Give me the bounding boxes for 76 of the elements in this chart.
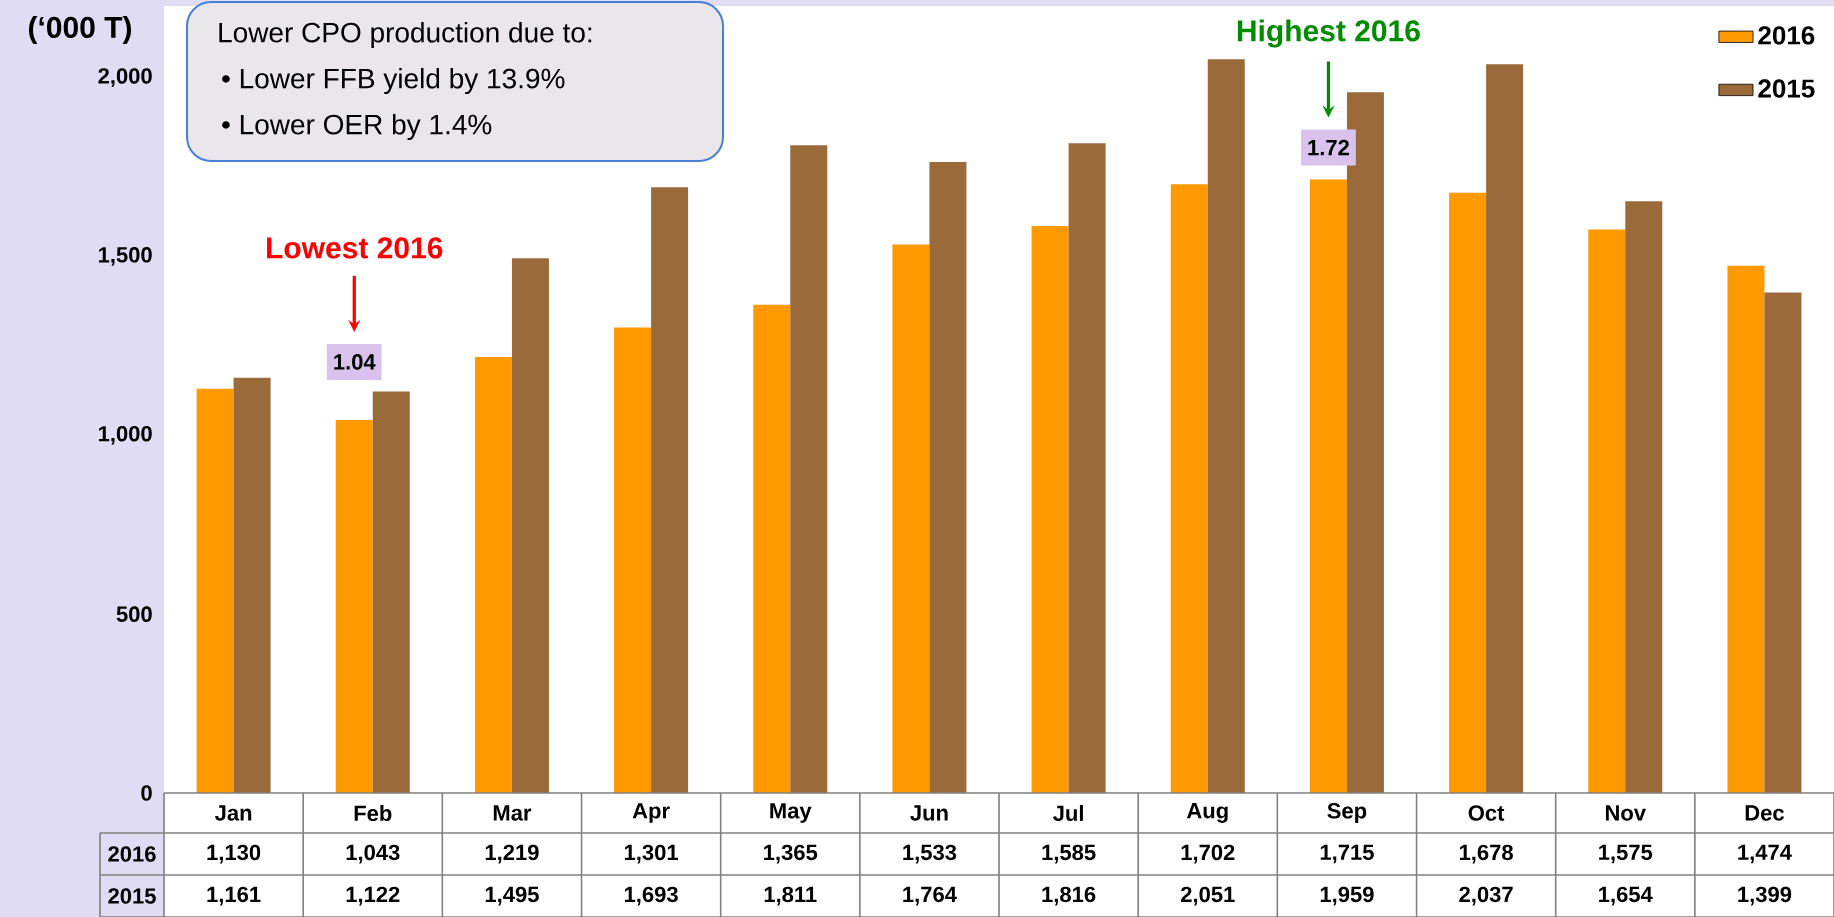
data-label: 1,693 — [624, 886, 678, 906]
data-label: 1,301 — [624, 844, 678, 864]
data-label: 1,122 — [346, 886, 400, 906]
bar — [474, 356, 512, 793]
data-label: 1,654 — [1599, 886, 1653, 906]
bar — [1068, 143, 1106, 793]
data-label: 1,043 — [346, 844, 400, 864]
bar — [1449, 192, 1487, 793]
bar — [1588, 229, 1626, 793]
x-tick-label: Jan — [214, 805, 252, 821]
bar — [196, 388, 234, 793]
bar — [1031, 226, 1069, 793]
data-label: 1,764 — [903, 886, 957, 906]
bar — [790, 145, 828, 793]
x-tick-label: Nov — [1605, 805, 1646, 821]
bar — [1727, 265, 1765, 793]
bar — [233, 377, 271, 793]
legend-label: 2015 — [1758, 79, 1815, 98]
annotation: 1.72 — [1308, 139, 1349, 156]
annotation: Highest 2016 — [1237, 19, 1420, 48]
data-label: 1,959 — [1320, 886, 1374, 906]
x-tick-label: Apr — [632, 803, 670, 823]
data-label: 1,365 — [764, 844, 818, 864]
data-label: 1,533 — [903, 844, 957, 864]
data-label: 1,702 — [1181, 844, 1235, 864]
bar — [1309, 179, 1347, 793]
annotation: Lowest 2016 — [267, 237, 443, 259]
y-tick-label: 1,500 — [99, 247, 152, 266]
data-label: 1,161 — [207, 886, 261, 906]
data-label: 2,051 — [1181, 886, 1235, 906]
y-tick-label: 0 — [141, 785, 152, 801]
bar — [892, 244, 930, 793]
bar — [614, 327, 652, 793]
bar — [511, 258, 549, 793]
x-tick-label: Mar — [493, 805, 532, 821]
bar — [372, 391, 410, 793]
data-label: 1,575 — [1599, 844, 1653, 864]
annotation: 1.04 — [334, 354, 376, 370]
x-tick-label: Sep — [1327, 803, 1367, 823]
data-label: 1,678 — [1459, 844, 1513, 864]
bar — [753, 304, 791, 793]
data-label: 1,474 — [1738, 844, 1792, 864]
bar — [1486, 64, 1524, 793]
y-axis-title: (‘000 T) — [29, 16, 131, 44]
data-label: 1,219 — [485, 844, 539, 864]
bar — [929, 161, 967, 793]
annotation: • Lower OER by 1.4% — [222, 113, 492, 141]
data-label: 1,130 — [207, 844, 261, 864]
x-tick-label: Oct — [1468, 805, 1505, 821]
y-tick-label: 500 — [116, 606, 152, 622]
data-label: 2,037 — [1459, 886, 1513, 906]
legend-label: 2016 — [1758, 26, 1815, 45]
x-tick-label: Jun — [910, 805, 948, 821]
bar — [1764, 292, 1802, 793]
x-tick-label: May — [770, 803, 812, 823]
data-label: 1,585 — [1042, 844, 1096, 864]
x-tick-label: Jul — [1053, 804, 1083, 822]
x-tick-label: Aug — [1186, 803, 1228, 823]
bar — [1170, 184, 1208, 793]
bar — [1207, 59, 1245, 793]
data-label: 1,495 — [485, 886, 539, 906]
text: 2015 — [108, 888, 156, 904]
x-tick-label: Dec — [1745, 805, 1784, 821]
data-label: 1,399 — [1738, 886, 1792, 906]
data-label: 1,715 — [1320, 844, 1374, 864]
annotation: • Lower FFB yield by 13.9% — [222, 67, 565, 95]
annotation: Lower CPO production due to: — [219, 21, 592, 49]
y-tick-label: 1,000 — [99, 425, 152, 445]
data-label: 1,816 — [1042, 886, 1096, 906]
text: 2016 — [108, 846, 156, 862]
x-tick-label: Feb — [354, 804, 392, 822]
bar — [1625, 201, 1663, 793]
bar — [651, 187, 689, 793]
bar — [335, 419, 373, 793]
data-label: 1,811 — [764, 886, 817, 906]
y-tick-label: 2,000 — [98, 68, 152, 87]
